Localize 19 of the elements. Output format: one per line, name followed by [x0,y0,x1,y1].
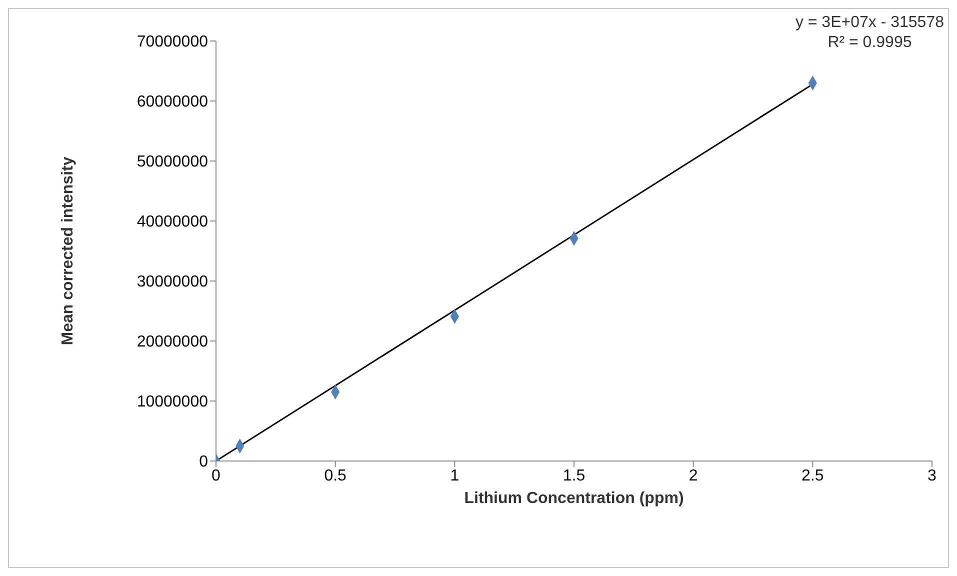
x-tick-label: 2 [688,467,698,484]
y-tick-label: 70000000 [136,34,208,51]
y-tick-label: 10000000 [136,394,208,411]
y-tick-label: 30000000 [136,274,208,291]
y-tick-label: 40000000 [136,214,208,231]
x-axis-title: Lithium Concentration (ppm) [464,490,684,507]
y-tick-label: 50000000 [136,154,208,171]
x-tick-label: 3 [928,467,937,484]
text: y = 3E+07x - 315578 [795,13,944,33]
x-tick-label: 1.5 [562,467,586,484]
y-axis-title: Mean corrected intensity [60,156,77,346]
y-tick-label: 60000000 [136,94,208,111]
x-tick-label: 0.5 [324,467,347,484]
y-tick-label: 0 [199,454,208,471]
x-tick-label: 2.5 [802,467,824,484]
x-tick-label: 0 [212,467,221,484]
x-tick-label: 1 [450,467,460,484]
y-tick-label: 20000000 [136,334,208,351]
annotation: R² = 0.9995 [826,33,913,53]
